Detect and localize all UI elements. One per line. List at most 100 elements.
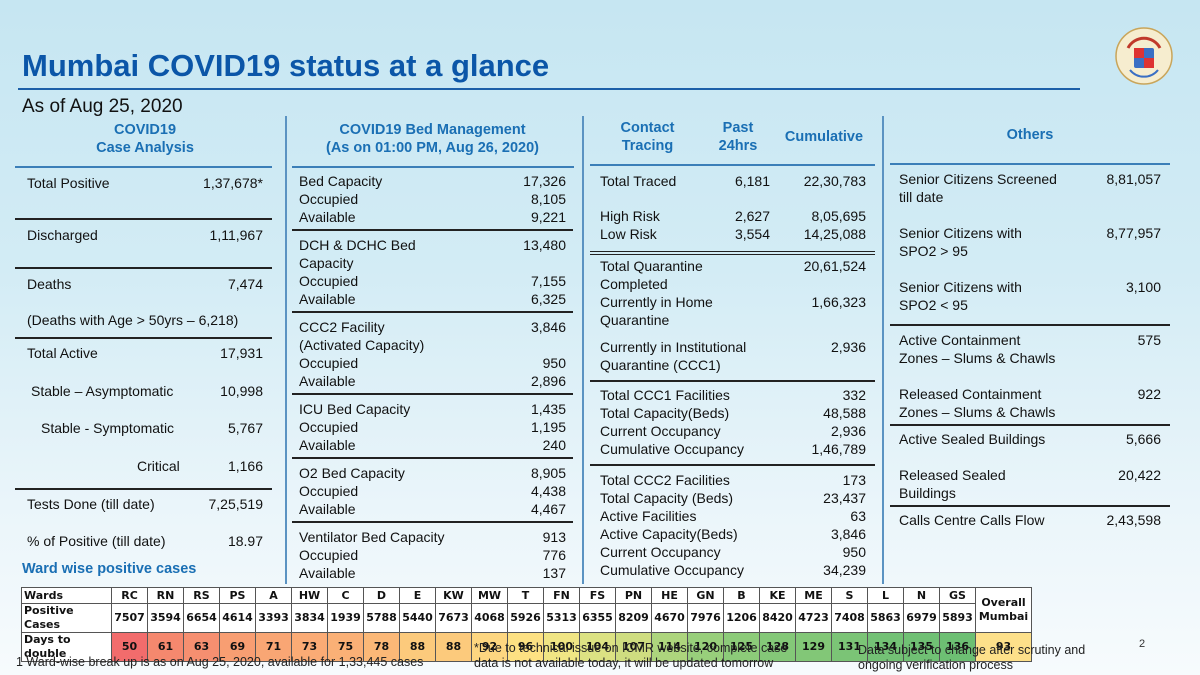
ward-cases-cell: 1939 xyxy=(327,603,364,633)
bed-label: Available xyxy=(299,437,356,453)
ward-name-cell: FN xyxy=(543,587,580,604)
bed-value: 8,905 xyxy=(530,465,566,481)
bmc-emblem-icon xyxy=(1115,27,1173,85)
ward-name-cell: HE xyxy=(651,587,688,604)
bed-row: Capacity xyxy=(299,254,566,272)
section-divider xyxy=(890,324,1170,326)
total-active-row: Total Active 17,931 xyxy=(27,345,263,361)
section-divider xyxy=(590,254,875,255)
critical-row: Critical 1,166 xyxy=(137,458,263,474)
ward-days-cell: 100 xyxy=(543,632,580,662)
ccc1-label: Current Occupancy xyxy=(600,423,721,439)
section-divider xyxy=(292,311,573,313)
bed-label: ICU Bed Capacity xyxy=(299,401,411,417)
home-quarantine-row: Currently in Home Quarantine 1,66,323 xyxy=(600,294,866,328)
bed-label: Available xyxy=(299,501,356,517)
bed-row: DCH & DCHC Bed 13,480 xyxy=(299,236,566,254)
section-divider xyxy=(15,166,272,168)
ward-name-cell: GS xyxy=(939,587,976,604)
bed-value: 9,221 xyxy=(530,209,566,225)
title-divider xyxy=(18,88,1080,90)
stable-symptomatic-row: Stable - Symptomatic 5,767 xyxy=(41,420,263,436)
ward-name-cell: T xyxy=(507,587,544,604)
ward-name-cell: FS xyxy=(579,587,616,604)
section-divider xyxy=(292,457,573,459)
released-sealed-row: Released Sealed Buildings 20,422 xyxy=(899,467,1161,501)
ward-name-cell: A xyxy=(255,587,292,604)
days-to-double-row: Days to double 50 61 63 69 71 73 75 78 88 88 92 96 1… xyxy=(21,632,1032,662)
ward-cases-cell: 8420 xyxy=(759,603,796,633)
bed-value: 13,480 xyxy=(523,237,566,253)
ward-name-cell: C xyxy=(327,587,364,604)
overall-label: Mumbai xyxy=(978,610,1029,623)
ccc2-row: Total Capacity (Beds) 23,437 xyxy=(600,489,866,507)
bed-row: Occupied 776 xyxy=(299,546,566,564)
section-divider xyxy=(590,464,875,466)
ward-name-cell: D xyxy=(363,587,400,604)
bed-row: Available 9,221 xyxy=(299,208,566,226)
others-heading: Others xyxy=(1006,127,1054,143)
ward-cases-cell: 3393 xyxy=(255,603,292,633)
percent-positive-row: % of Positive (till date) 18.97 xyxy=(27,533,263,549)
ward-days-cell: 75 xyxy=(327,632,364,662)
bed-label: DCH & DCHC Bed xyxy=(299,237,416,253)
bed-label: Occupied xyxy=(299,273,359,289)
ccc1-list: Total CCC1 Facilities 332 Total Capacity(B… xyxy=(600,386,866,458)
ward-name-cell: L xyxy=(867,587,904,604)
section-divider xyxy=(15,218,272,220)
bed-row: Available 2,896 xyxy=(299,372,566,390)
bed-management-heading: COVID19 Bed Management (As on 01:00 PM, … xyxy=(325,122,539,156)
overall-label: Overall xyxy=(981,596,1026,609)
tests-done-row: Tests Done (till date) 7,25,519 xyxy=(27,496,263,512)
section-divider xyxy=(15,267,272,269)
bed-value: 950 xyxy=(542,355,566,371)
bed-row: CCC2 Facility 3,846 xyxy=(299,318,566,336)
bed-row: Available 4,467 xyxy=(299,500,566,518)
ccc1-value: 1,46,789 xyxy=(811,441,867,457)
section-divider xyxy=(890,505,1170,507)
section-divider xyxy=(590,251,875,252)
ccc2-value: 3,846 xyxy=(830,526,866,542)
active-sealed-row: Active Sealed Buildings 5,666 xyxy=(899,431,1161,447)
row-label: Positive Cases xyxy=(21,603,112,633)
total-traced-row: Total Traced 6,181 22,30,783 xyxy=(600,173,866,189)
ward-days-cell: 134 xyxy=(867,632,904,662)
overall-mumbai-header: Overall Mumbai xyxy=(975,587,1032,633)
ward-cases-cell: 7673 xyxy=(435,603,472,633)
ccc2-label: Current Occupancy xyxy=(600,544,721,560)
ward-name-cell: PN xyxy=(615,587,652,604)
section-divider xyxy=(890,163,1170,165)
past-24hrs-heading: Past 24hrs xyxy=(718,120,758,154)
bed-value: 17,326 xyxy=(523,173,566,189)
ward-days-cell: 92 xyxy=(471,632,508,662)
ward-name-cell: KW xyxy=(435,587,472,604)
section-divider xyxy=(292,166,574,168)
ward-cases-cell: 5863 xyxy=(867,603,904,633)
bed-label: Available xyxy=(299,565,356,581)
section-divider xyxy=(890,424,1170,426)
bed-label: Bed Capacity xyxy=(299,173,383,189)
ward-days-cell: 125 xyxy=(723,632,760,662)
row-label: Wards xyxy=(21,587,112,604)
bed-row: Available 240 xyxy=(299,436,566,454)
ward-cases-cell: 8209 xyxy=(615,603,652,633)
column-divider xyxy=(582,116,584,584)
bed-label: Occupied xyxy=(299,191,359,207)
bed-value: 240 xyxy=(542,437,566,453)
positive-cases-row: Positive Cases 7507 3594 6654 4614 3393 3834 1… xyxy=(21,603,1032,633)
bed-row: Bed Capacity 17,326 xyxy=(299,172,566,190)
ward-cases-cell: 4723 xyxy=(795,603,832,633)
section-divider xyxy=(292,521,573,523)
ward-name-cell: B xyxy=(723,587,760,604)
ward-cases-cell: 1206 xyxy=(723,603,760,633)
ward-cases-cell: 3834 xyxy=(291,603,328,633)
ward-cases-cell: 6654 xyxy=(183,603,220,633)
ward-days-cell: 136 xyxy=(939,632,976,662)
ccc2-value: 23,437 xyxy=(823,490,866,506)
bed-value: 6,325 xyxy=(530,291,566,307)
ccc2-value: 950 xyxy=(842,544,866,560)
ward-days-cell: 69 xyxy=(219,632,256,662)
ward-cases-cell: 4068 xyxy=(471,603,508,633)
ward-table-title: Ward wise positive cases xyxy=(22,561,197,577)
bed-value: 8,105 xyxy=(530,191,566,207)
